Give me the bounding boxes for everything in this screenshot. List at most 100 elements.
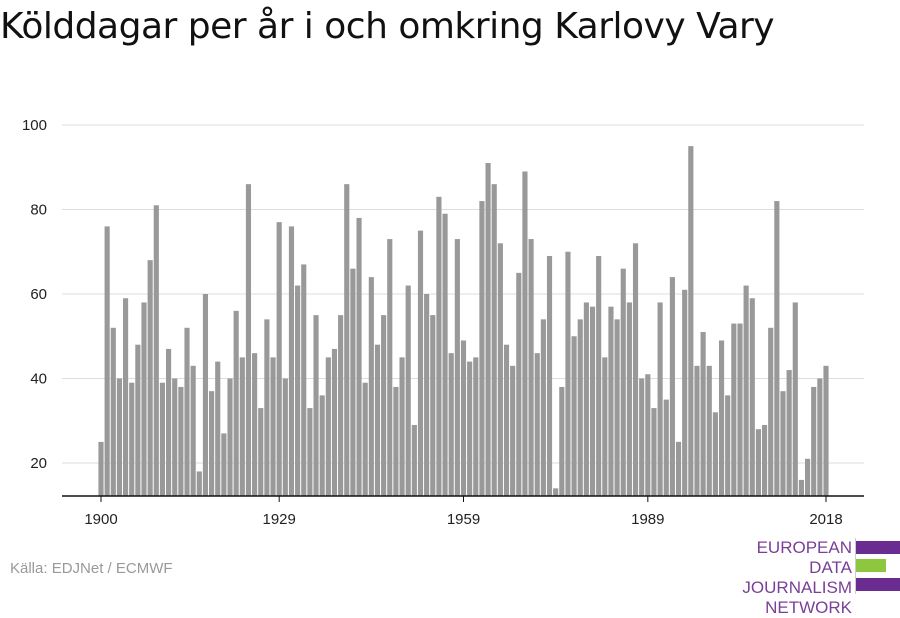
x-axis: 1900 1929 1959 1989 2018	[62, 495, 864, 528]
bar	[166, 348, 172, 496]
bar	[209, 391, 215, 496]
logo-bar-middle	[856, 559, 886, 572]
bar	[786, 370, 792, 496]
bar	[362, 382, 368, 496]
bar	[749, 298, 755, 496]
chart-title: Kölddagar per år i och omkring Karlovy V…	[0, 6, 775, 47]
bar	[129, 382, 135, 496]
bar	[430, 315, 436, 496]
bar	[596, 255, 602, 496]
bar	[559, 386, 565, 496]
x-tick-label: 1989	[631, 511, 664, 528]
y-tick-label: 40	[30, 371, 47, 388]
y-tick-label: 80	[30, 202, 47, 219]
bar	[264, 319, 270, 496]
bar	[325, 357, 331, 496]
bar	[233, 310, 239, 496]
bar	[589, 306, 596, 496]
bar	[239, 357, 245, 496]
bar	[485, 163, 491, 496]
bar	[356, 217, 362, 496]
y-axis-ticks: 20 40 60 80 100	[22, 117, 47, 472]
bar	[442, 213, 448, 496]
bar	[657, 302, 663, 496]
bar	[706, 365, 712, 496]
bar	[417, 230, 424, 496]
bar	[245, 184, 252, 496]
bar	[614, 319, 620, 496]
bar	[159, 382, 166, 496]
bar	[313, 315, 319, 496]
bar	[307, 408, 313, 496]
bar	[424, 294, 430, 496]
bar	[295, 285, 301, 496]
bar	[276, 222, 282, 497]
bar	[798, 479, 804, 496]
bar	[288, 226, 295, 496]
bar	[663, 399, 669, 496]
bar	[110, 327, 116, 496]
x-tick-label: 1900	[84, 511, 117, 528]
bar	[473, 357, 479, 496]
bar	[651, 408, 657, 496]
bar	[565, 251, 571, 496]
bar	[731, 323, 737, 496]
bar	[104, 226, 110, 496]
bar	[780, 391, 786, 496]
y-tick-label: 60	[30, 286, 47, 303]
bar	[460, 340, 467, 496]
bar	[755, 429, 761, 496]
bar	[467, 361, 473, 496]
bar	[817, 378, 823, 496]
bar	[252, 353, 258, 496]
bar	[479, 201, 485, 497]
bar	[350, 268, 356, 496]
bar	[202, 294, 209, 496]
bar	[141, 302, 147, 496]
bar	[344, 184, 350, 496]
bar	[393, 386, 399, 496]
bar	[123, 298, 129, 496]
bar	[516, 272, 522, 496]
logo-line-1: EUROPEAN	[756, 538, 852, 557]
bar	[190, 365, 196, 496]
bar	[331, 348, 338, 496]
x-tick-label: 2018	[809, 511, 842, 528]
bar	[387, 239, 393, 496]
logo-divider	[855, 538, 856, 594]
bar	[688, 146, 694, 496]
bar	[620, 268, 626, 496]
bar	[153, 205, 159, 496]
bar	[301, 264, 307, 496]
bar	[374, 344, 381, 496]
bar	[602, 357, 608, 496]
bar	[258, 408, 264, 496]
bar	[761, 424, 768, 496]
bar	[338, 315, 344, 496]
bar	[399, 357, 405, 496]
y-tick-label: 100	[22, 117, 47, 134]
bar	[571, 336, 577, 496]
bar	[436, 196, 442, 496]
bar	[811, 386, 817, 496]
bar	[546, 255, 553, 496]
bar	[147, 260, 153, 496]
bar	[282, 378, 288, 496]
source-note: Källa: EDJNet / ECMWF	[10, 560, 173, 577]
bar	[682, 289, 688, 496]
bar	[491, 184, 497, 496]
bar	[178, 386, 184, 496]
bar	[522, 171, 528, 496]
bar	[270, 357, 276, 496]
bar	[583, 302, 589, 496]
bar	[227, 378, 233, 496]
logo-bar-top	[856, 541, 900, 554]
bar	[184, 327, 190, 496]
bar	[411, 424, 417, 496]
bar	[405, 285, 411, 496]
bar	[448, 353, 454, 496]
edjnet-logo[interactable]: EUROPEAN DATA JOURNALISM NETWORK	[700, 538, 900, 617]
bar	[540, 319, 546, 496]
bar	[221, 433, 227, 496]
bar	[675, 441, 682, 496]
